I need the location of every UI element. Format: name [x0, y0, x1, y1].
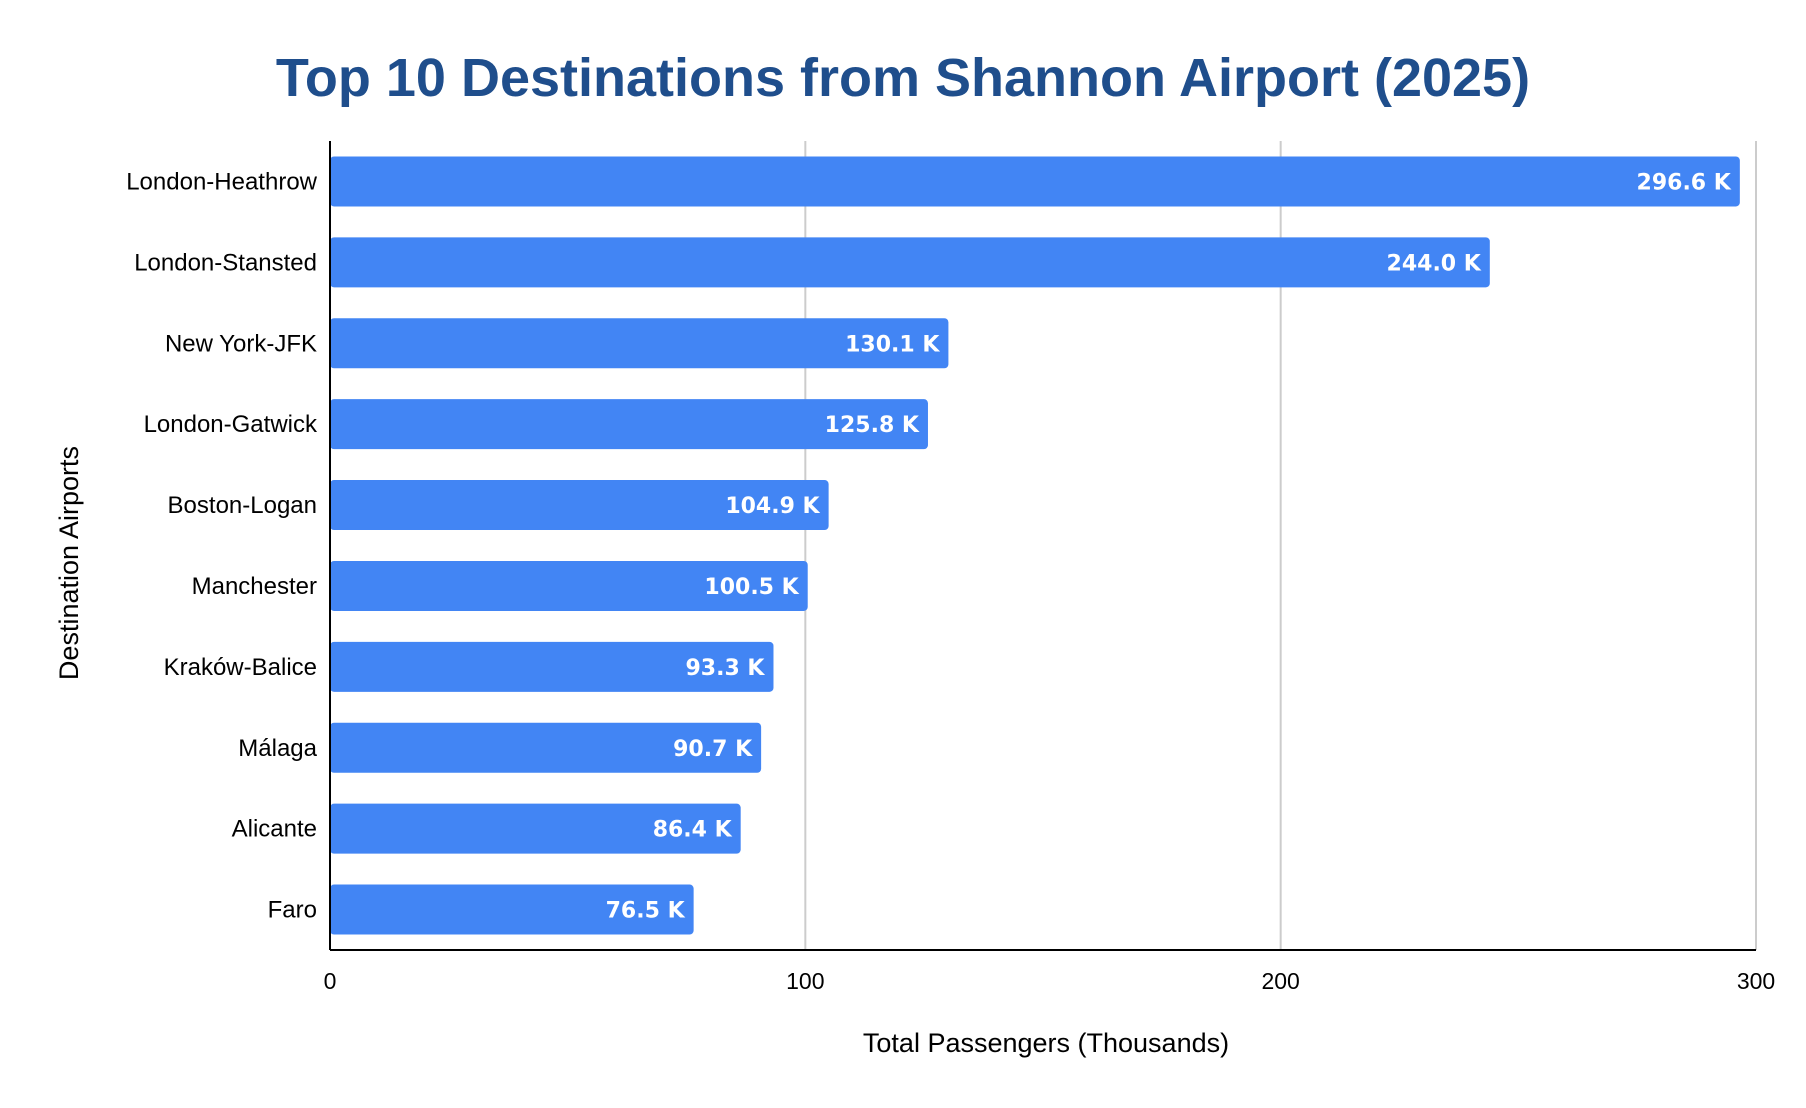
bars — [330, 156, 1740, 935]
category-label: Manchester — [192, 573, 317, 600]
data-labels: 296.6 K 244.0 K 130.1 K 125.8 K 104.9 K 100.5… — [606, 170, 1732, 923]
x-axis-title: Total Passengers (Thousands) — [863, 1028, 1229, 1058]
bar — [330, 318, 949, 369]
bar — [330, 480, 829, 531]
x-tick-label: 0 — [324, 968, 337, 994]
data-label: 93.3 K — [685, 656, 765, 681]
bar — [330, 722, 762, 773]
data-label: 90.7 K — [673, 737, 753, 762]
x-tick-label: 100 — [786, 968, 824, 994]
category-label: Boston-Logan — [168, 492, 317, 519]
data-label: 76.5 K — [606, 899, 686, 924]
category-labels: London-Heathrow London-Stansted New York-J… — [126, 168, 318, 923]
y-axis-title: Destination Airports — [54, 446, 84, 680]
bar — [330, 884, 694, 935]
x-tick-labels: 0 100 200 300 — [324, 968, 1776, 994]
category-label: New York-JFK — [165, 330, 317, 357]
category-label: London-Stansted — [134, 249, 317, 276]
data-label: 244.0 K — [1387, 251, 1482, 276]
x-tick-label: 300 — [1737, 968, 1775, 994]
x-tick-label: 200 — [1261, 968, 1299, 994]
bar — [330, 156, 1740, 207]
bar — [330, 237, 1490, 288]
category-label: London-Gatwick — [144, 411, 318, 438]
bar — [330, 641, 774, 692]
data-label: 296.6 K — [1637, 170, 1732, 195]
category-label: Alicante — [232, 816, 317, 843]
bar — [330, 803, 741, 854]
chart-title: Top 10 Destinations from Shannon Airport… — [276, 48, 1530, 108]
axes — [329, 141, 1756, 951]
data-label: 130.1 K — [845, 332, 940, 357]
data-label: 104.9 K — [725, 494, 820, 519]
category-label: Kraków-Balice — [164, 654, 317, 681]
category-label: Faro — [268, 897, 317, 924]
data-label: 86.4 K — [653, 818, 733, 843]
category-label: Málaga — [238, 735, 317, 762]
bar — [330, 399, 928, 450]
category-label: London-Heathrow — [126, 168, 317, 195]
data-label: 100.5 K — [704, 575, 799, 600]
data-label: 125.8 K — [825, 413, 920, 438]
bar — [330, 560, 808, 611]
